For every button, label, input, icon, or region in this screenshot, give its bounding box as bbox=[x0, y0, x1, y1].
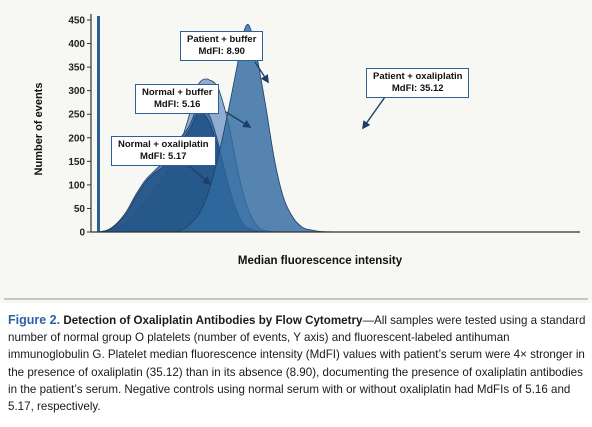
arrow-patient-oxaliplatin bbox=[362, 96, 386, 130]
arrow-patient-buffer bbox=[254, 61, 269, 84]
y-tick-label-0: 0 bbox=[79, 228, 85, 239]
y-tick-label-400: 400 bbox=[68, 39, 85, 50]
callout-patient-buffer-mdfi: MdFI: 8.90 bbox=[198, 46, 245, 57]
arrow-normal-oxaliplatin bbox=[187, 164, 212, 186]
callout-patient-oxaliplatin-label: Patient + oxaliplatin bbox=[373, 71, 463, 82]
y-tick-label-150: 150 bbox=[68, 157, 85, 168]
y-tick-label-300: 300 bbox=[68, 86, 85, 97]
callout-normal-oxaliplatin-mdfi: MdFI: 5.17 bbox=[140, 151, 187, 162]
callout-normal-buffer-mdfi: MdFI: 5.16 bbox=[154, 99, 201, 110]
caption-title: Detection of Oxaliplatin Antibodies by F… bbox=[63, 314, 363, 327]
callout-patient-oxaliplatin: Patient + oxaliplatin MdFI: 35.12 bbox=[366, 68, 470, 98]
low-channel-spike bbox=[97, 16, 100, 232]
callout-patient-buffer-label: Patient + buffer bbox=[187, 34, 257, 45]
series-area-patient-oxaliplatin bbox=[172, 24, 340, 233]
y-tick-label-100: 100 bbox=[68, 180, 85, 191]
callout-normal-oxaliplatin-label: Normal + oxaliplatin bbox=[118, 139, 209, 150]
figure-caption: Figure 2. Detection of Oxaliplatin Antib… bbox=[8, 312, 586, 415]
callout-normal-buffer: Normal + buffer MdFI: 5.16 bbox=[135, 84, 220, 114]
y-tick-label-350: 350 bbox=[68, 63, 85, 74]
caption-divider bbox=[4, 298, 588, 300]
callout-patient-buffer: Patient + buffer MdFI: 8.90 bbox=[180, 31, 264, 61]
callout-normal-buffer-label: Normal + buffer bbox=[142, 87, 213, 98]
x-axis-label: Median fluorescence intensity bbox=[237, 255, 403, 267]
caption-text: —All samples were tested using a standar… bbox=[8, 314, 586, 414]
y-tick-label-450: 450 bbox=[68, 16, 85, 27]
y-tick-label-250: 250 bbox=[68, 110, 85, 121]
y-tick-label-50: 50 bbox=[74, 204, 86, 215]
y-axis-label: Number of events bbox=[33, 82, 45, 176]
caption-label: Figure 2. bbox=[8, 313, 61, 327]
callout-normal-oxaliplatin: Normal + oxaliplatin MdFI: 5.17 bbox=[111, 136, 216, 166]
callout-patient-oxaliplatin-mdfi: MdFI: 35.12 bbox=[391, 83, 444, 94]
y-tick-label-200: 200 bbox=[68, 133, 85, 144]
arrow-normal-buffer bbox=[225, 111, 252, 128]
